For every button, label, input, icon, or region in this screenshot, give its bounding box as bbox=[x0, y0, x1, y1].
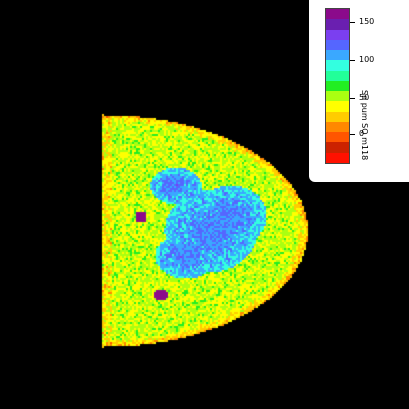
tick-mark bbox=[350, 134, 355, 135]
colorbar-swatch bbox=[326, 111, 349, 122]
colorbar bbox=[325, 8, 350, 164]
legend-unit-label: Sn pum SQ m118 bbox=[360, 90, 369, 161]
colorbar-swatch bbox=[326, 60, 349, 71]
tick-mark bbox=[350, 60, 355, 61]
colorbar-swatch bbox=[326, 152, 349, 163]
colorbar-swatch bbox=[326, 101, 349, 112]
colorbar-swatch bbox=[326, 19, 349, 30]
colorbar-swatch bbox=[326, 29, 349, 40]
tick-mark bbox=[350, 22, 355, 23]
colorbar-swatch bbox=[326, 132, 349, 143]
colorbar-swatch bbox=[326, 70, 349, 81]
color-legend: 150 100 50 0 Sn pum SQ m118 bbox=[309, 0, 409, 182]
colorbar-swatch bbox=[326, 9, 349, 20]
tick-label-100: 100 bbox=[359, 55, 375, 64]
colorbar-swatch bbox=[326, 91, 349, 102]
colorbar-swatch bbox=[326, 121, 349, 133]
tick-mark bbox=[350, 98, 355, 99]
tick-label-50: 50 bbox=[359, 93, 370, 102]
colorbar-swatch bbox=[326, 50, 349, 61]
colorbar-swatch bbox=[326, 80, 349, 92]
tick-label-150: 150 bbox=[359, 17, 375, 26]
colorbar-swatch bbox=[326, 39, 349, 51]
tick-label-0: 0 bbox=[359, 129, 365, 138]
colorbar-swatch bbox=[326, 142, 349, 153]
